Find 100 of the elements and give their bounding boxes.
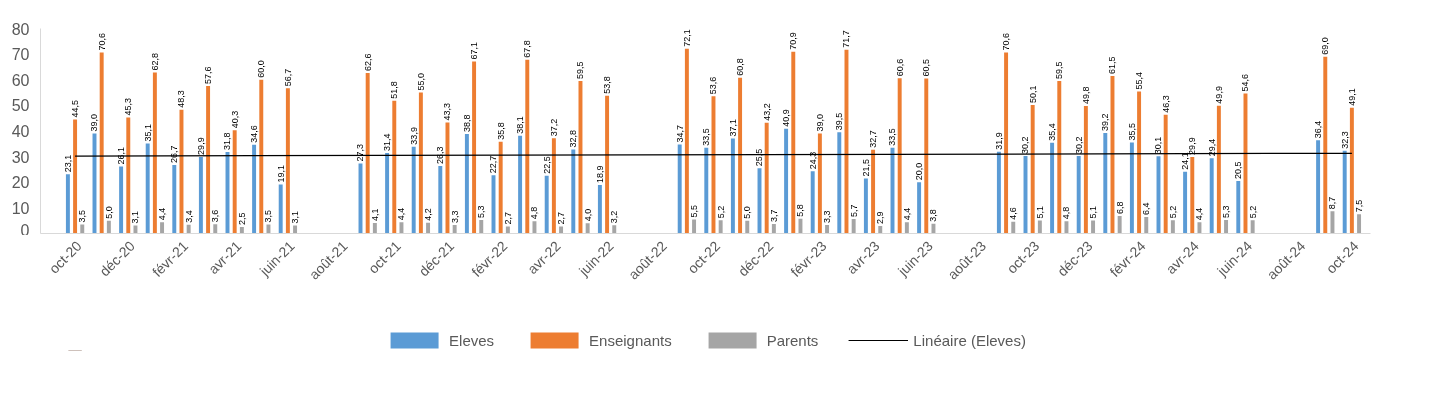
data-label: 30,2: [1073, 136, 1084, 155]
data-label: 60,0: [256, 60, 267, 78]
bar: [106, 220, 111, 234]
data-label: 43,2: [761, 103, 772, 121]
bar: [99, 52, 104, 234]
bar: [917, 182, 922, 234]
data-label: 3,8: [928, 209, 939, 222]
data-label: 4,8: [1061, 206, 1072, 220]
data-label: 56,7: [282, 68, 293, 87]
data-label: 26,1: [116, 147, 127, 165]
bar: [551, 138, 556, 234]
data-label: 5,2: [1167, 205, 1178, 219]
y-tick-label: 20: [11, 174, 30, 192]
bar: [1091, 220, 1096, 234]
bar: [172, 165, 177, 234]
data-label: 70,6: [96, 33, 107, 51]
data-label: 24,1: [1180, 152, 1191, 170]
data-label: 60,8: [735, 58, 746, 76]
data-label: 38,1: [515, 116, 526, 134]
bar: [704, 147, 709, 234]
bar: [931, 223, 936, 234]
data-label: 32,3: [1339, 131, 1350, 149]
data-label: 71,7: [841, 30, 852, 48]
bar: [1050, 142, 1055, 234]
bar: [464, 134, 469, 234]
data-label: 33,5: [701, 128, 712, 146]
data-label: 4,6: [1008, 207, 1019, 220]
bar: [152, 72, 157, 234]
data-label: 62,8: [149, 53, 160, 71]
data-label: 33,5: [887, 128, 898, 146]
data-label: 5,1: [1088, 205, 1099, 219]
data-label: 49,8: [1080, 86, 1091, 104]
data-label: 3,3: [449, 210, 460, 224]
data-label: 31,4: [382, 133, 393, 152]
data-label: 34,6: [249, 125, 260, 143]
bar: [1316, 140, 1321, 234]
bar: [1170, 220, 1175, 234]
bar: [544, 175, 549, 234]
data-label: 40,3: [229, 110, 240, 129]
bar: [133, 225, 138, 234]
data-label: 32,7: [868, 130, 879, 148]
data-label: 49,9: [1213, 86, 1224, 104]
data-label: 6,8: [1114, 201, 1125, 215]
bar: [904, 222, 909, 234]
data-label: 57,6: [203, 66, 214, 84]
data-label: 51,8: [389, 81, 400, 99]
bar: [1323, 56, 1328, 234]
bar: [1342, 150, 1347, 234]
bar: [863, 178, 868, 234]
data-label: 31,8: [222, 132, 233, 151]
bar: [518, 135, 523, 234]
data-label: 5,1: [1034, 205, 1045, 219]
data-label: 20,5: [1233, 161, 1244, 179]
bar: [605, 95, 610, 234]
bar: [385, 153, 390, 234]
data-label: 25,5: [754, 148, 765, 167]
bar: [784, 128, 789, 234]
data-label: 45,3: [123, 97, 134, 116]
data-label: 5,0: [742, 206, 753, 219]
bar: [1197, 222, 1202, 234]
bar: [232, 130, 237, 234]
bar: [837, 132, 842, 234]
data-label: 49,1: [1346, 88, 1357, 106]
bar: [213, 224, 218, 234]
data-label: 30,2: [1020, 136, 1031, 155]
bar: [924, 78, 929, 234]
data-label: 67,8: [522, 40, 533, 58]
bar: [418, 92, 423, 234]
data-label: 59,5: [575, 61, 586, 80]
data-label: 4,4: [1194, 207, 1205, 221]
bar: [718, 220, 723, 234]
bar: [1330, 211, 1335, 234]
bar: [851, 218, 856, 234]
data-label: 3,4: [183, 210, 194, 223]
bar: [771, 224, 776, 234]
y-tick-label: 10: [11, 199, 30, 217]
bar: [798, 218, 803, 234]
bar: [411, 146, 416, 234]
bar: [252, 144, 257, 234]
bar: [1183, 171, 1188, 234]
bar: [1250, 220, 1255, 234]
bar: [692, 219, 697, 234]
y-tick-label: 0: [20, 221, 30, 239]
data-label: 67,1: [469, 42, 480, 60]
data-label: 33,9: [408, 127, 419, 145]
data-label: 3,6: [210, 209, 221, 223]
data-label: 50,1: [1027, 85, 1038, 104]
data-label: 7,5: [1354, 199, 1365, 213]
legend-label: Eleves: [449, 331, 495, 349]
data-label: 4,4: [157, 207, 168, 221]
y-tick-label: 50: [11, 97, 30, 115]
bar: [612, 225, 617, 234]
bar: [285, 88, 290, 234]
data-label: 70,9: [788, 32, 799, 50]
bar: [239, 227, 244, 234]
data-label: 5,8: [795, 204, 806, 217]
bar: [259, 79, 264, 234]
data-label: 22,7: [488, 155, 499, 174]
y-tick-label: 30: [11, 148, 30, 166]
bar: [1011, 221, 1016, 234]
